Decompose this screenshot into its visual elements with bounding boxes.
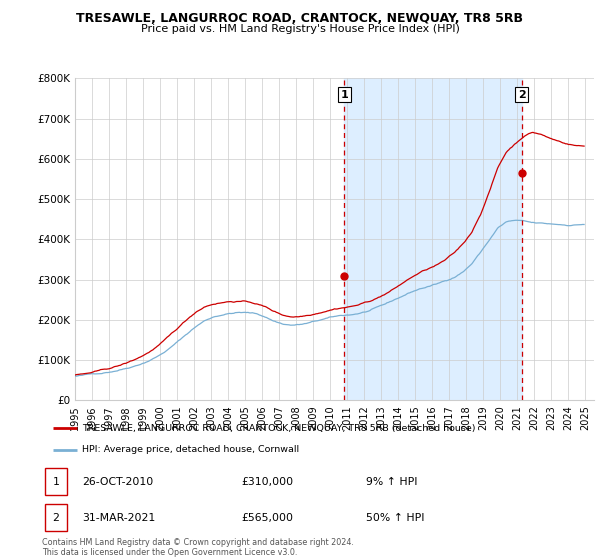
- Text: 1: 1: [340, 90, 348, 100]
- Text: TRESAWLE, LANGURROC ROAD, CRANTOCK, NEWQUAY, TR8 5RB: TRESAWLE, LANGURROC ROAD, CRANTOCK, NEWQ…: [77, 12, 523, 25]
- Text: Price paid vs. HM Land Registry's House Price Index (HPI): Price paid vs. HM Land Registry's House …: [140, 24, 460, 34]
- Bar: [45, 504, 67, 531]
- Text: 26-OCT-2010: 26-OCT-2010: [83, 477, 154, 487]
- Text: HPI: Average price, detached house, Cornwall: HPI: Average price, detached house, Corn…: [83, 445, 299, 454]
- Text: 31-MAR-2021: 31-MAR-2021: [83, 512, 156, 522]
- Text: TRESAWLE, LANGURROC ROAD, CRANTOCK, NEWQUAY, TR8 5RB (detached house): TRESAWLE, LANGURROC ROAD, CRANTOCK, NEWQ…: [83, 424, 476, 433]
- Text: 50% ↑ HPI: 50% ↑ HPI: [366, 512, 425, 522]
- Text: Contains HM Land Registry data © Crown copyright and database right 2024.
This d: Contains HM Land Registry data © Crown c…: [42, 538, 354, 557]
- Text: 9% ↑ HPI: 9% ↑ HPI: [366, 477, 418, 487]
- Text: 2: 2: [518, 90, 526, 100]
- Text: £565,000: £565,000: [242, 512, 294, 522]
- Bar: [45, 468, 67, 495]
- Text: 2: 2: [53, 512, 59, 522]
- Text: 1: 1: [53, 477, 59, 487]
- Bar: [344, 78, 521, 400]
- Text: £310,000: £310,000: [242, 477, 294, 487]
